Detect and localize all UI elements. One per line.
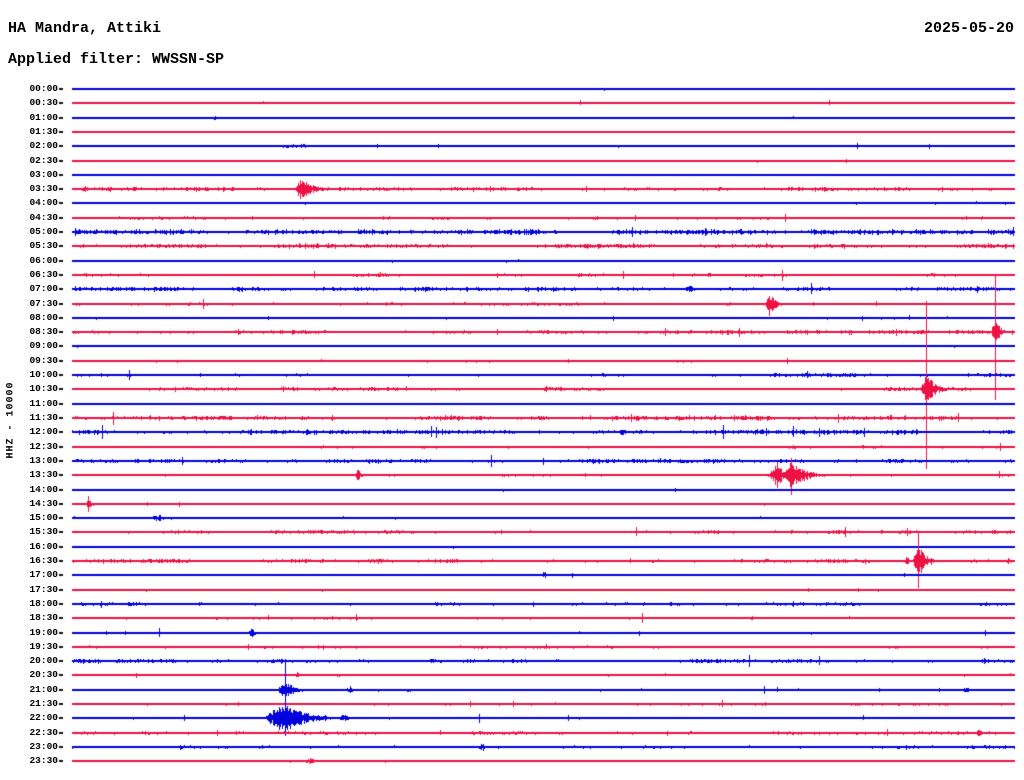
record-date: 2025-05-20 xyxy=(923,20,1014,37)
trace-row-label-1300: 13:00 xyxy=(29,455,58,466)
trace-row-label-1030: 10:30 xyxy=(29,383,58,394)
trace-row-label-0730: 07:30 xyxy=(29,298,58,309)
trace-row-label-0330: 03:30 xyxy=(29,183,58,194)
trace-row-label-2100: 21:00 xyxy=(29,684,58,695)
trace-row-label-0930: 09:30 xyxy=(29,355,58,366)
trace-row-label-1330: 13:30 xyxy=(29,469,58,480)
trace-row-label-0430: 04:30 xyxy=(29,212,58,223)
trace-row-label-1730: 17:30 xyxy=(29,584,58,595)
trace-row-label-1930: 19:30 xyxy=(29,641,58,652)
trace-row-label-0100: 01:00 xyxy=(29,112,58,123)
trace-row-label-0400: 04:00 xyxy=(29,197,58,208)
trace-row-label-1630: 16:30 xyxy=(29,555,58,566)
trace-row-label-1100: 11:00 xyxy=(29,398,58,409)
trace-row-label-0030: 00:30 xyxy=(29,97,58,108)
trace-row-label-1600: 16:00 xyxy=(29,541,58,552)
trace-row-label-1800: 18:00 xyxy=(29,598,58,609)
trace-row-label-1700: 17:00 xyxy=(29,569,58,580)
trace-row-label-0530: 05:30 xyxy=(29,240,58,251)
trace-row-label-0130: 01:30 xyxy=(29,126,58,137)
applied-filter-label: Applied filter: WWSSN-SP xyxy=(8,51,225,68)
trace-row-label-1200: 12:00 xyxy=(29,426,58,437)
trace-row-label-0900: 09:00 xyxy=(29,340,58,351)
trace-row-label-2230: 22:30 xyxy=(29,727,58,738)
trace-row-label-0700: 07:00 xyxy=(29,283,58,294)
trace-row-label-0300: 03:00 xyxy=(29,169,58,180)
trace-row-label-1500: 15:00 xyxy=(29,512,58,523)
trace-row-label-0200: 02:00 xyxy=(29,140,58,151)
trace-row-label-1230: 12:30 xyxy=(29,441,58,452)
trace-row-label-1900: 19:00 xyxy=(29,627,58,638)
trace-row-label-2000: 20:00 xyxy=(29,655,58,666)
trace-row-label-1430: 14:30 xyxy=(29,498,58,509)
trace-row-label-0600: 06:00 xyxy=(29,255,58,266)
trace-row-label-0000: 00:00 xyxy=(29,83,58,94)
trace-row-label-0230: 02:30 xyxy=(29,155,58,166)
trace-row-label-1400: 14:00 xyxy=(29,484,58,495)
trace-row-label-2330: 23:30 xyxy=(29,755,58,766)
trace-row-label-2130: 21:30 xyxy=(29,698,58,709)
trace-row-label-1000: 10:00 xyxy=(29,369,58,380)
trace-row-labels: 00:00 00:30 01:00 01:30 02:00 02:30 03:00 03:30… xyxy=(0,0,58,780)
trace-row-label-2030: 20:30 xyxy=(29,669,58,680)
trace-row-label-2200: 22:00 xyxy=(29,712,58,723)
station-title: HA Mandra, Attiki xyxy=(8,20,162,37)
trace-row-label-0800: 08:00 xyxy=(29,312,58,323)
trace-row-label-1130: 11:30 xyxy=(29,412,58,423)
trace-row-label-0500: 05:00 xyxy=(29,226,58,237)
trace-row-label-0630: 06:30 xyxy=(29,269,58,280)
trace-row-label-2300: 23:00 xyxy=(29,741,58,752)
trace-row-label-1530: 15:30 xyxy=(29,526,58,537)
trace-row-label-0830: 08:30 xyxy=(29,326,58,337)
trace-row-label-1830: 18:30 xyxy=(29,612,58,623)
